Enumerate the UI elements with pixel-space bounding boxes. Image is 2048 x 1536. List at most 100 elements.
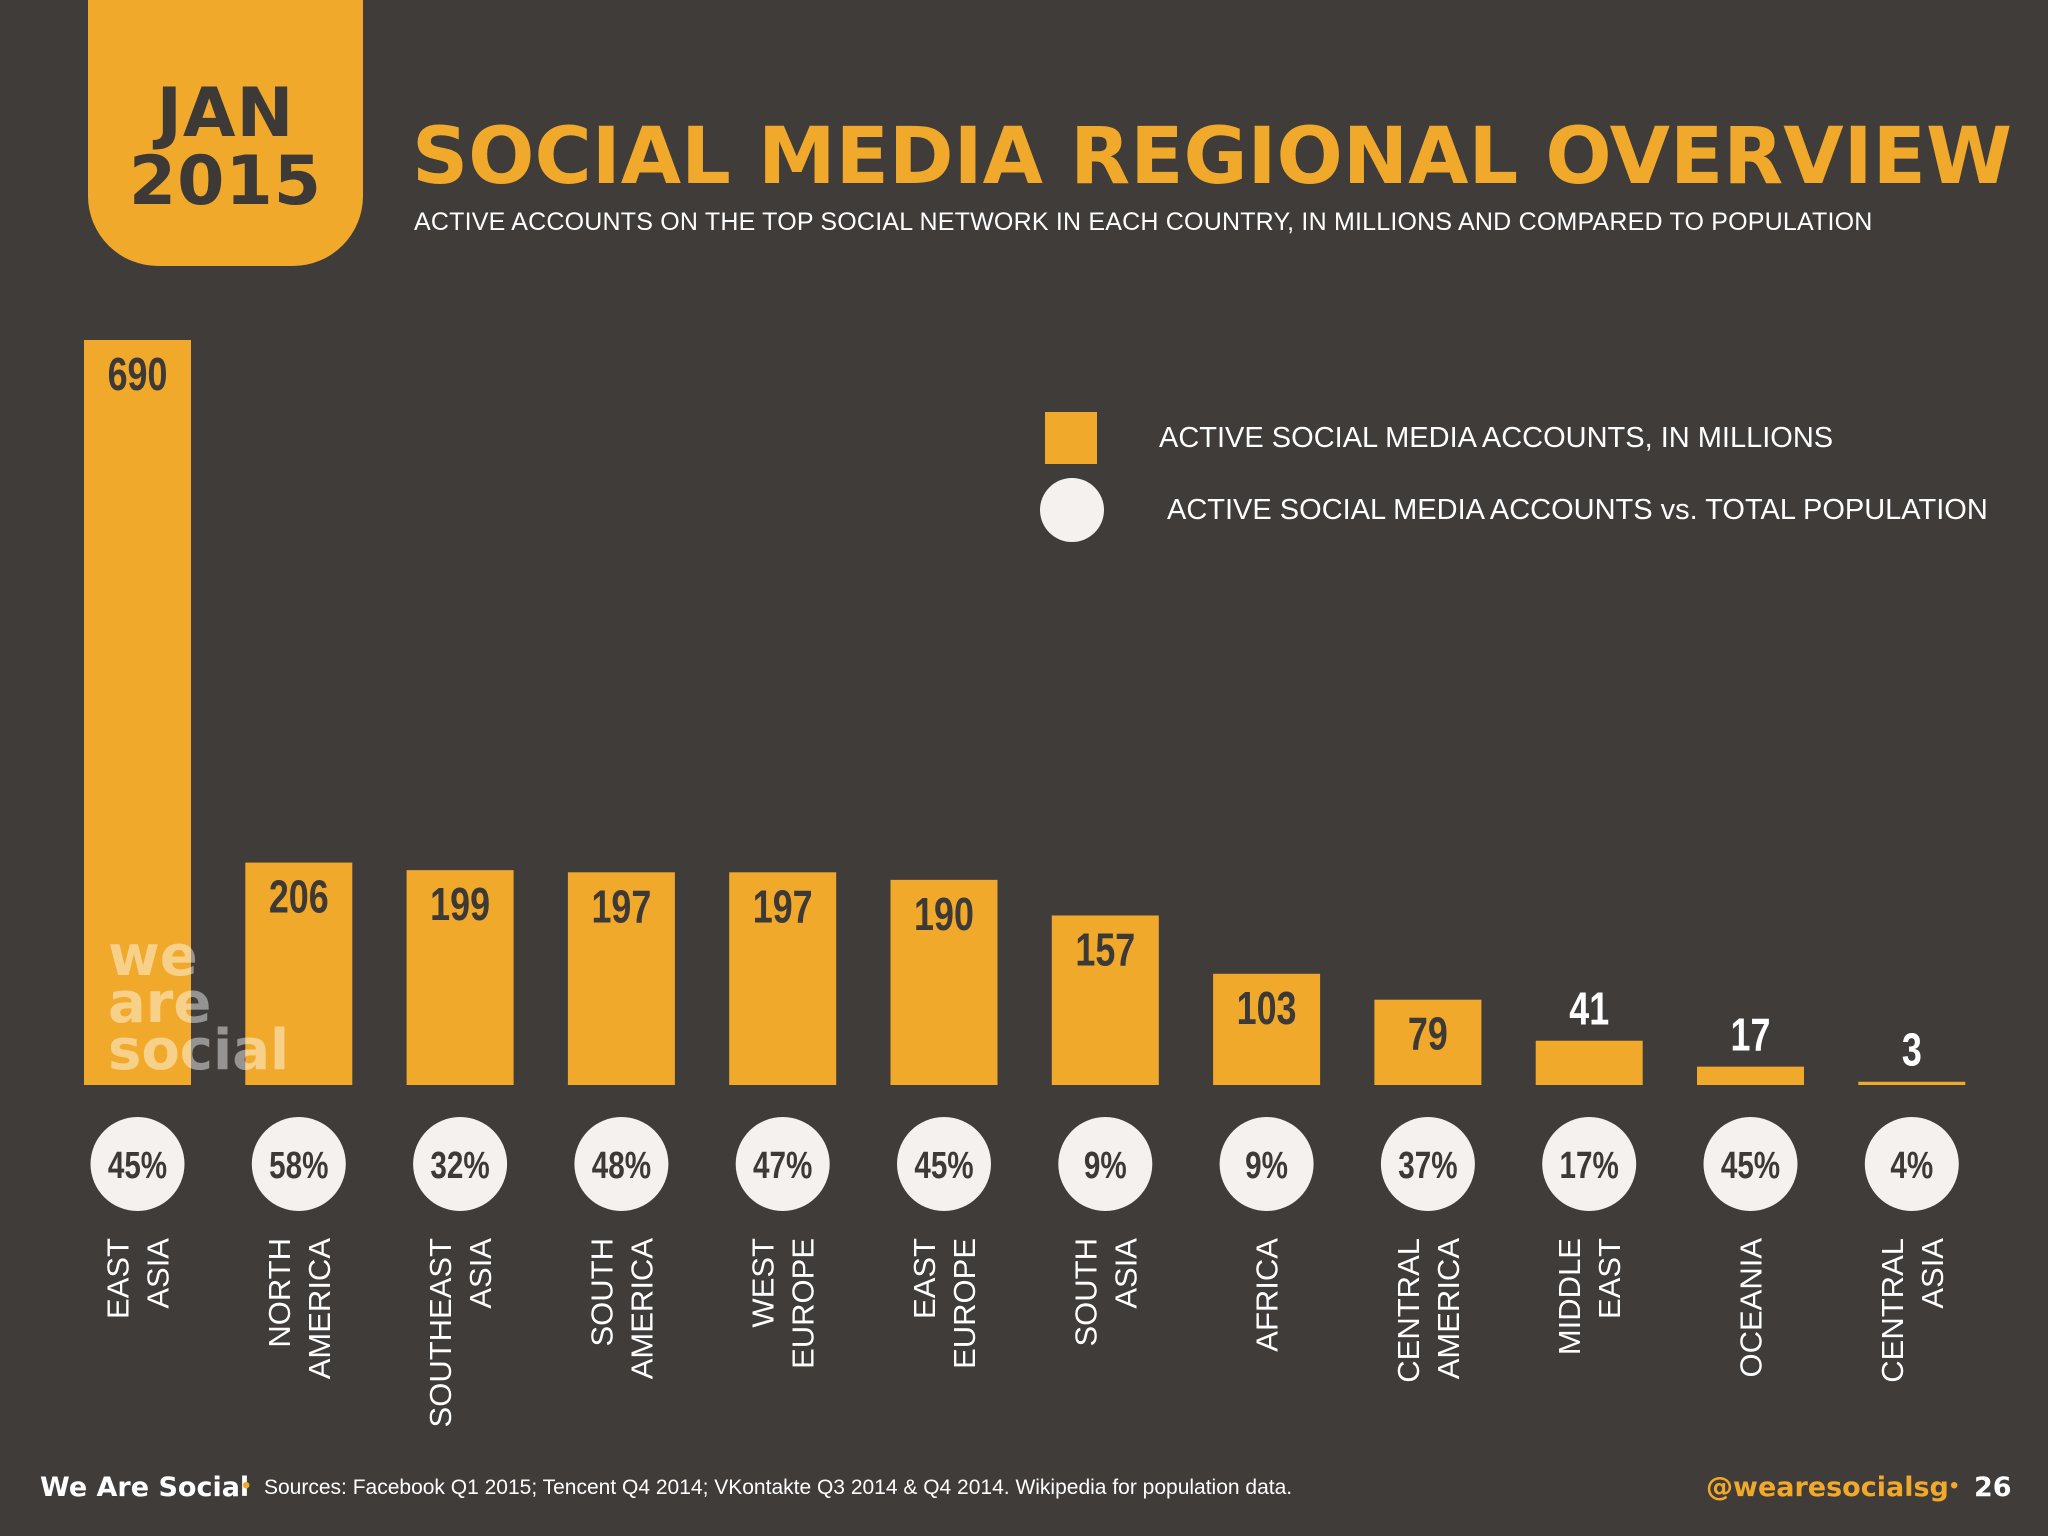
category-label: MIDDLE EAST: [1552, 1238, 1627, 1355]
category-label: NORTH AMERICA: [262, 1238, 337, 1380]
footer-brand: We Are Social: [40, 1472, 250, 1503]
penetration-label: 4%: [1890, 1145, 1933, 1187]
category-label-line: SOUTH: [1068, 1238, 1103, 1347]
category-label-line: ASIA: [1915, 1238, 1950, 1309]
penetration-circle: [574, 1117, 669, 1211]
penetration-label: 58%: [269, 1145, 328, 1187]
bar: [1374, 999, 1482, 1085]
category-label-line: NORTH: [262, 1238, 297, 1348]
footer-separator: •: [242, 1472, 251, 1499]
penetration-circle: [1380, 1117, 1475, 1211]
legend-label-penetration: ACTIVE SOCIAL MEDIA ACCOUNTS vs. TOTAL P…: [1167, 493, 1988, 526]
penetration-circle: [1542, 1117, 1637, 1211]
bar-value-label: 206: [269, 871, 329, 922]
legend-label-accounts: ACTIVE SOCIAL MEDIA ACCOUNTS, IN MILLION…: [1159, 421, 1834, 454]
bar-value-label: 199: [430, 879, 490, 930]
category-label-line: WEST: [746, 1238, 781, 1328]
bar: [1858, 1081, 1966, 1085]
penetration-label: 45%: [108, 1145, 167, 1187]
bar-value-label: 197: [753, 881, 813, 932]
category-label-line: AMERICA: [624, 1238, 659, 1380]
badge-year: 2015: [128, 142, 323, 221]
footer-sources: Sources: Facebook Q1 2015; Tencent Q4 20…: [264, 1476, 1293, 1499]
category-label-line: OCEANIA: [1734, 1238, 1769, 1378]
bars-layer: [84, 340, 1966, 1085]
penetration-circle: [1219, 1117, 1314, 1211]
penetration-circle: [897, 1117, 991, 1211]
category-label: EAST EUROPE: [907, 1238, 982, 1369]
footer-handle: @wearesocialsg: [1706, 1472, 1949, 1503]
bar: [245, 862, 353, 1085]
badge-month: JAN: [156, 74, 295, 153]
watermark-word: social: [108, 1018, 289, 1083]
penetration-circle: [251, 1117, 346, 1211]
bar-value-label: 41: [1569, 983, 1609, 1034]
bar-value-label: 157: [1075, 924, 1135, 975]
category-label: CENTRAL AMERICA: [1391, 1238, 1466, 1383]
category-label-line: ASIA: [1108, 1238, 1143, 1309]
penetration-circle: [735, 1117, 830, 1211]
penetration-label: 17%: [1560, 1145, 1619, 1187]
bar: [1213, 973, 1321, 1085]
category-label: SOUTH AMERICA: [584, 1238, 659, 1380]
category-label: WEST EUROPE: [746, 1238, 821, 1369]
footer-separator: •: [1950, 1472, 1959, 1499]
penetration-label: 48%: [592, 1145, 651, 1187]
category-label-line: SOUTH: [584, 1238, 619, 1347]
penetration-circle: [90, 1117, 185, 1211]
legend-item-penetration: ACTIVE SOCIAL MEDIA ACCOUNTS vs. TOTAL P…: [1040, 478, 1988, 542]
category-label-line: ASIA: [141, 1238, 176, 1309]
bar: [1535, 1040, 1643, 1085]
category-label: OCEANIA: [1734, 1238, 1769, 1378]
penetration-label: 37%: [1398, 1145, 1457, 1187]
bar-value-label: 690: [108, 349, 168, 400]
penetration-circle: [1864, 1117, 1959, 1211]
legend-item-accounts: ACTIVE SOCIAL MEDIA ACCOUNTS, IN MILLION…: [1040, 410, 1988, 466]
penetration-label: 45%: [1721, 1145, 1780, 1187]
category-label: SOUTH ASIA: [1068, 1238, 1143, 1347]
date-badge: JAN 2015: [88, 0, 363, 266]
bar: [84, 340, 191, 1085]
page-subtitle: ACTIVE ACCOUNTS ON THE TOP SOCIAL NETWOR…: [414, 208, 1873, 236]
category-label-line: AMERICA: [302, 1238, 337, 1380]
bar: [567, 872, 675, 1085]
category-label-line: EAST: [101, 1238, 136, 1319]
category-label-line: SOUTHEAST: [423, 1238, 458, 1428]
category-label-line: EUROPE: [786, 1238, 821, 1369]
category-label-line: EUROPE: [947, 1238, 982, 1369]
category-label-line: AMERICA: [1431, 1238, 1466, 1380]
watermark-word: we: [108, 924, 198, 989]
bar: [1697, 1066, 1804, 1085]
bar: [406, 870, 514, 1085]
page-number: 26: [1974, 1472, 2012, 1503]
page-title: SOCIAL MEDIA REGIONAL OVERVIEW: [412, 112, 2012, 202]
penetration-circle: [1703, 1117, 1798, 1211]
bar: [890, 879, 998, 1085]
category-label-line: ASIA: [463, 1238, 498, 1309]
category-label: EAST ASIA: [101, 1238, 176, 1319]
watermark-word: are: [108, 971, 211, 1036]
category-label: CENTRAL ASIA: [1875, 1238, 1950, 1383]
penetration-circle: [413, 1117, 508, 1211]
bar-value-label: 190: [914, 889, 974, 940]
bar-value-label: 3: [1902, 1025, 1922, 1076]
category-label-line: CENTRAL: [1391, 1238, 1426, 1383]
penetration-label: 9%: [1245, 1145, 1288, 1187]
bar: [1051, 915, 1159, 1085]
category-label-line: AFRICA: [1250, 1238, 1285, 1352]
penetration-label: 47%: [753, 1145, 812, 1187]
category-label-line: EAST: [1592, 1238, 1627, 1319]
bar-value-label: 79: [1408, 1008, 1448, 1059]
category-label-line: MIDDLE: [1552, 1238, 1587, 1355]
watermark-logo: we are social: [108, 924, 289, 1083]
chart-legend: ACTIVE SOCIAL MEDIA ACCOUNTS, IN MILLION…: [1040, 410, 1988, 554]
category-label-line: EAST: [907, 1238, 942, 1319]
bar: [729, 872, 837, 1085]
category-label-line: CENTRAL: [1875, 1238, 1910, 1383]
category-label: SOUTHEAST ASIA: [423, 1238, 498, 1428]
legend-circle-swatch: [1040, 478, 1104, 542]
penetration-label: 32%: [430, 1145, 489, 1187]
penetration-label: 9%: [1084, 1145, 1127, 1187]
